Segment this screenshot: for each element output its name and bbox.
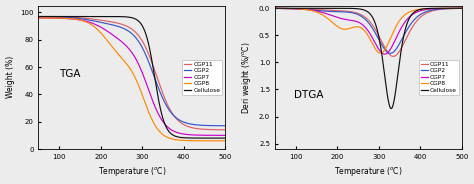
Legend: CGP11, CGP2, CGP7, CGP8, Cellulose: CGP11, CGP2, CGP7, CGP8, Cellulose bbox=[419, 60, 459, 95]
X-axis label: Temperature ($^o$C): Temperature ($^o$C) bbox=[334, 165, 402, 178]
Legend: CGP11, CGP2, CGP7, CGP8, Cellulose: CGP11, CGP2, CGP7, CGP8, Cellulose bbox=[182, 60, 222, 95]
Y-axis label: Deri weight (%/$^o$C): Deri weight (%/$^o$C) bbox=[240, 41, 253, 114]
Text: TGA: TGA bbox=[59, 69, 81, 79]
Y-axis label: Weight (%): Weight (%) bbox=[6, 56, 15, 98]
X-axis label: Temperature ($^o$C): Temperature ($^o$C) bbox=[98, 165, 166, 178]
Text: DTGA: DTGA bbox=[294, 89, 323, 100]
